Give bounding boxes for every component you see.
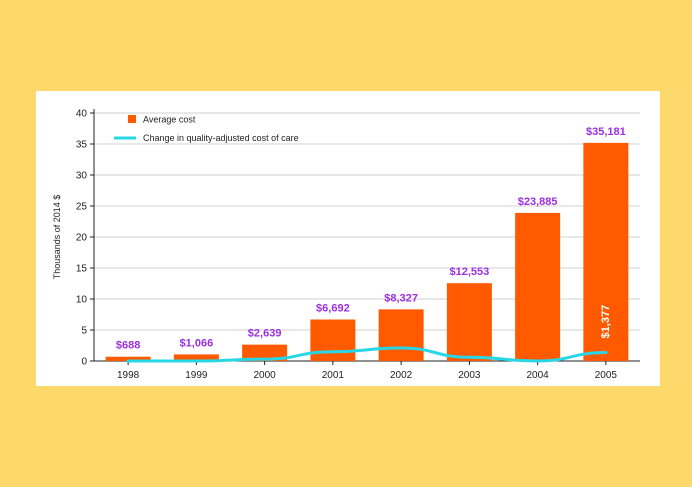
line-point xyxy=(467,355,471,359)
bar xyxy=(105,356,151,361)
gridlines xyxy=(94,112,640,331)
bar xyxy=(446,283,492,361)
y-tick-label: 5 xyxy=(81,326,87,337)
line-value-label: $1,377 xyxy=(600,305,612,339)
x-tick-label: 1999 xyxy=(185,370,208,381)
bar xyxy=(378,309,424,361)
line-point xyxy=(263,357,267,361)
x-tick-label: 2002 xyxy=(390,370,413,381)
line-point xyxy=(536,359,540,363)
bar-value-label: $2,639 xyxy=(248,328,282,340)
bar xyxy=(173,354,219,361)
y-tick-label: 0 xyxy=(81,357,87,368)
bar-value-label: $12,553 xyxy=(449,266,489,278)
bar xyxy=(583,142,629,361)
y-tick-label: 20 xyxy=(76,233,88,244)
x-tick-label: 2000 xyxy=(254,370,277,381)
bar xyxy=(242,344,288,361)
legend: Average cost Change in quality-adjusted c… xyxy=(114,115,299,143)
chart-panel: 0 5 10 15 20 25 30 35 40 Thousands of 2014 $ 1998 1… xyxy=(36,91,660,386)
bar-value-label: $688 xyxy=(116,340,140,352)
bar-value-label: $23,885 xyxy=(518,196,558,208)
line-point xyxy=(194,359,198,363)
y-tick-label: 35 xyxy=(76,140,88,151)
bar xyxy=(310,319,356,361)
y-tick-label: 15 xyxy=(76,264,88,275)
x-tick-label: 2005 xyxy=(595,370,618,381)
chart-svg: 0 5 10 15 20 25 30 35 40 Thousands of 2014 $ 1998 1… xyxy=(52,109,640,381)
legend-label-line: Change in quality-adjusted cost of care xyxy=(143,133,299,143)
y-tick-label: 40 xyxy=(76,109,88,120)
y-tick-label: 30 xyxy=(76,171,88,182)
y-axis-title: Thousands of 2014 $ xyxy=(52,195,62,280)
x-tick-label: 1998 xyxy=(117,370,140,381)
bar-value-label: $6,692 xyxy=(316,303,350,315)
x-tick-label: 2004 xyxy=(527,370,550,381)
bar-value-label: $8,327 xyxy=(384,292,418,304)
line-point xyxy=(604,350,608,354)
y-tick-label: 10 xyxy=(76,295,88,306)
data-labels: $688 $1,066 $2,639 $6,692 $8,327 $12,553 $23,8… xyxy=(116,126,626,352)
y-tick-label: 25 xyxy=(76,202,88,213)
bar xyxy=(515,212,561,361)
line-point xyxy=(331,350,335,354)
bar-series xyxy=(105,142,629,361)
line-path xyxy=(126,346,608,363)
legend-swatch-bar xyxy=(128,115,136,123)
bar-value-label: $1,066 xyxy=(180,337,214,349)
bar-value-label: $35,181 xyxy=(586,126,626,138)
line-point xyxy=(399,346,403,350)
x-tick-label: 2003 xyxy=(458,370,481,381)
x-tick-label: 2001 xyxy=(322,370,345,381)
legend-label-bar: Average cost xyxy=(143,115,196,125)
line-point xyxy=(126,359,130,363)
line-series xyxy=(126,346,608,363)
